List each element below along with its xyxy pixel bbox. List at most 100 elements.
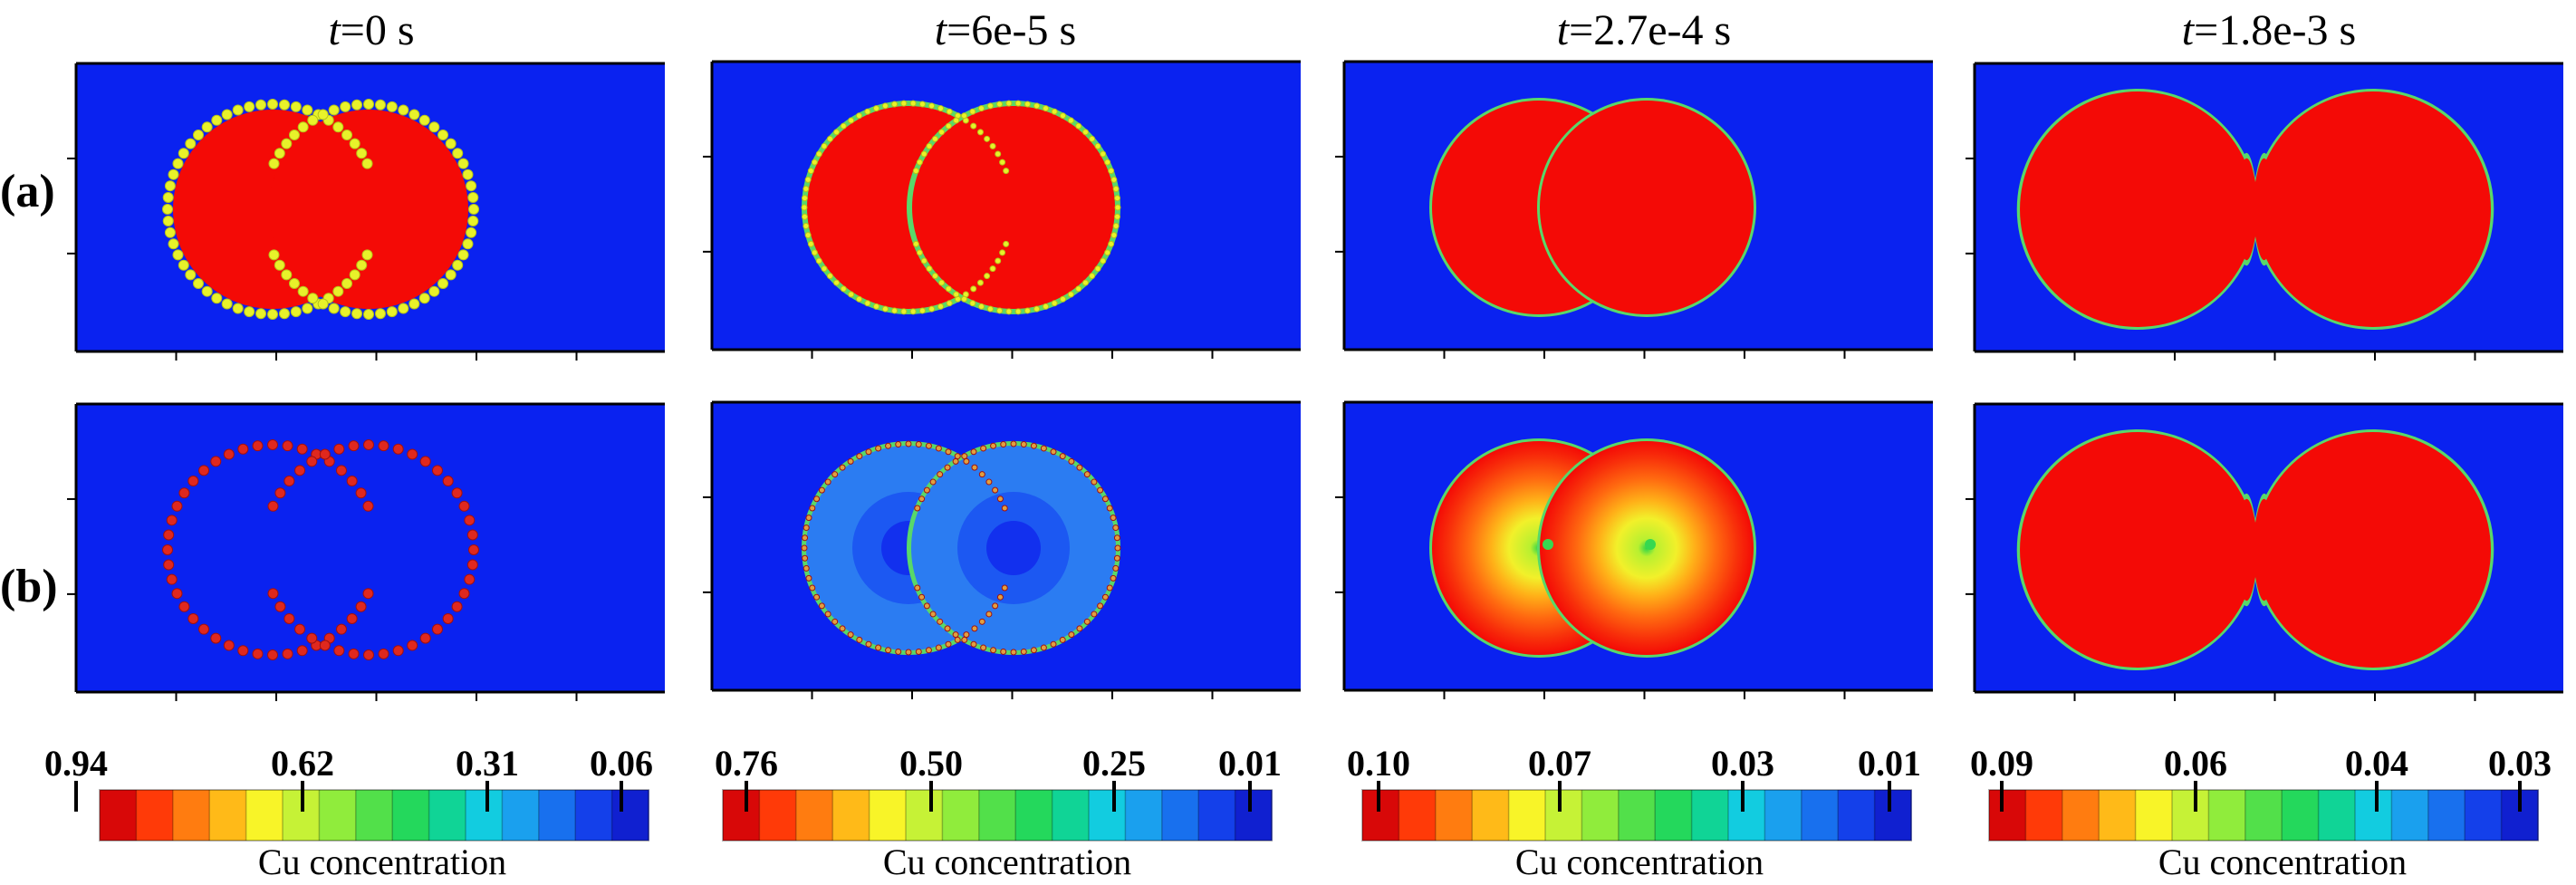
marker-dot (466, 226, 477, 238)
marker-dot (945, 640, 952, 648)
marker-dot (278, 99, 290, 111)
marker-dot (1068, 631, 1075, 639)
marker-dot (1112, 185, 1120, 192)
colorbar-swatch (1472, 790, 1510, 841)
marker-dot (374, 99, 386, 111)
marker-dot (418, 293, 430, 304)
marker-dot (1040, 644, 1047, 651)
marker-dot (999, 159, 1006, 166)
colorbar-swatch (978, 790, 1016, 841)
marker-dot (980, 445, 987, 452)
marker-dot (900, 308, 908, 315)
marker-dot (1024, 307, 1031, 314)
marker-dot (992, 602, 999, 610)
marker-dot (803, 185, 810, 192)
marker-dot (815, 150, 822, 158)
marker-dot (914, 505, 921, 512)
cbar-2-title: Cu concentration (1514, 842, 1764, 882)
cbar-1-tick-3: 0.01 (1218, 743, 1282, 784)
marker-dot (954, 636, 961, 643)
marker-dot (909, 308, 917, 315)
marker-dot (166, 515, 178, 526)
marker-dot (221, 298, 233, 310)
marker-dot (986, 305, 994, 313)
marker-dot (1076, 625, 1083, 632)
marker-dot (428, 285, 440, 297)
colorbar-2 (1361, 789, 1912, 842)
marker-dot (1050, 448, 1057, 456)
marker-dot (1003, 240, 1010, 247)
marker-dot (466, 180, 477, 192)
marker-dot (953, 117, 960, 124)
marker-dot (221, 109, 233, 120)
colorbar-swatch (2135, 790, 2173, 841)
marker-dot (839, 625, 846, 632)
marker-dot (363, 439, 374, 450)
column-title-2: t=2.7e-4 s (1336, 5, 1952, 56)
marker-dot (457, 249, 469, 261)
marker-dot (1040, 445, 1047, 452)
marker-dot (931, 135, 938, 142)
marker-dot (281, 138, 293, 149)
marker-dot (826, 135, 833, 142)
marker-dot (811, 159, 818, 166)
marker-dot (909, 100, 917, 107)
marker-dot (807, 168, 814, 175)
marker-dot (163, 529, 175, 541)
marker-dot (267, 439, 278, 450)
marker-dot (462, 238, 474, 250)
marker-dot (437, 129, 449, 140)
marker-dot (978, 618, 985, 625)
marker-dot (929, 478, 937, 486)
colorbar-swatch (795, 790, 833, 841)
marker-dot (378, 648, 389, 659)
marker-dot (168, 168, 179, 180)
colorbar-swatch (1764, 790, 1802, 841)
panel-a-1 (703, 60, 1301, 359)
marker-dot (348, 648, 360, 659)
marker-dot (980, 644, 987, 651)
marker-dot (355, 487, 367, 499)
marker-dot (274, 259, 285, 271)
marker-dot (945, 448, 952, 456)
marker-dot (821, 265, 828, 273)
marker-dot (458, 500, 470, 512)
marker-dot (971, 464, 978, 471)
marker-dot (244, 101, 255, 112)
marker-dot (1091, 611, 1098, 618)
marker-dot (319, 640, 331, 651)
marker-dot (976, 279, 984, 286)
marker-dot (288, 278, 300, 290)
marker-dot (824, 611, 831, 618)
marker-dot (419, 456, 431, 467)
marker-dot (1108, 240, 1115, 247)
marker-dot (992, 486, 999, 494)
marker-dot (356, 259, 368, 271)
marker-dot (802, 534, 809, 542)
colorbar-swatch (1198, 790, 1236, 841)
panel-b-0 (67, 402, 665, 701)
marker-dot (398, 104, 409, 116)
marker-dot (267, 500, 279, 512)
marker-dot (1001, 584, 1008, 592)
marker-dot (255, 308, 267, 320)
marker-dot (363, 309, 374, 320)
marker-dot (1110, 176, 1118, 183)
panel-b-1 (703, 400, 1301, 699)
marker-dot (996, 495, 1004, 503)
marker-dot (945, 122, 952, 130)
hotspot-right (1645, 539, 1656, 550)
marker-dot (1010, 649, 1017, 656)
row-label-a: (a) (0, 166, 55, 217)
colorbar-swatch (2282, 790, 2320, 841)
marker-dot (961, 636, 968, 643)
marker-dot (914, 584, 921, 592)
colorbar-swatch (942, 790, 980, 841)
marker-dot (178, 148, 189, 159)
marker-dot (905, 440, 912, 447)
marker-dot (1075, 122, 1082, 130)
marker-dot (918, 593, 926, 601)
marker-dot (333, 443, 345, 455)
marker-dot (252, 648, 264, 659)
marker-dot (811, 249, 818, 256)
